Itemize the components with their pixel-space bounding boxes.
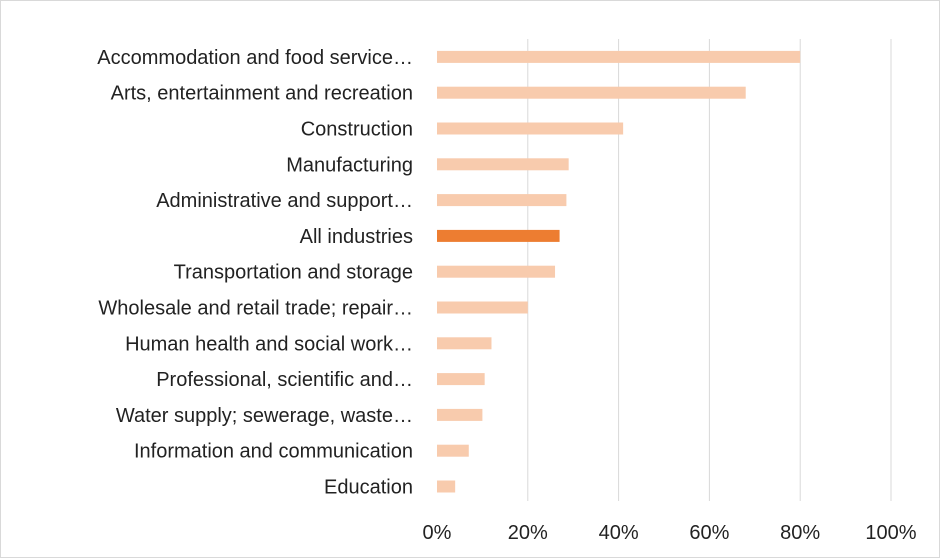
- x-axis-tick-labels: 0% 20% 40% 60% 80% 100%: [423, 522, 917, 544]
- bar-water-supply-sewerage-waste: [437, 408, 483, 421]
- bar-manufacturing: [437, 158, 569, 171]
- bar-accommodation-and-food-service: [437, 50, 801, 63]
- category-label-human-health-and-social-work: Human health and social work…: [125, 333, 413, 355]
- x-tick-label-20: 20%: [508, 522, 548, 544]
- category-labels: Accommodation and food service… Arts, ent…: [97, 47, 413, 499]
- bar-professional-scientific-and: [437, 373, 485, 386]
- gridlines: [527, 39, 892, 501]
- bar-administrative-and-support: [437, 194, 567, 207]
- category-label-transportation-and-storage: Transportation and storage: [174, 262, 413, 284]
- category-label-water-supply-sewerage-waste: Water supply; sewerage, waste…: [116, 405, 413, 427]
- bar-all-industries: [437, 229, 560, 242]
- category-label-arts-entertainment-and-recreation: Arts, entertainment and recreation: [111, 83, 413, 105]
- x-tick-label-0: 0%: [423, 522, 452, 544]
- category-label-construction: Construction: [301, 119, 413, 141]
- bar-construction: [437, 122, 624, 135]
- category-label-information-and-communication: Information and communication: [134, 441, 413, 463]
- bars: [437, 50, 801, 493]
- x-tick-label-60: 60%: [689, 522, 729, 544]
- bar-education: [437, 480, 456, 493]
- category-label-administrative-and-support: Administrative and support…: [156, 190, 413, 212]
- category-label-accommodation-and-food-service: Accommodation and food service…: [97, 47, 413, 69]
- x-tick-label-80: 80%: [780, 522, 820, 544]
- bar-human-health-and-social-work: [437, 337, 492, 350]
- category-label-professional-scientific-and: Professional, scientific and…: [156, 369, 413, 391]
- category-label-manufacturing: Manufacturing: [286, 154, 413, 176]
- category-label-all-industries: All industries: [300, 226, 413, 248]
- category-label-education: Education: [324, 477, 413, 499]
- bar-transportation-and-storage: [437, 265, 556, 278]
- category-label-wholesale-and-retail-trade-repair: Wholesale and retail trade; repair…: [98, 298, 413, 320]
- x-tick-label-100: 100%: [865, 522, 916, 544]
- bar-information-and-communication: [437, 444, 469, 457]
- x-tick-label-40: 40%: [599, 522, 639, 544]
- bar-arts-entertainment-and-recreation: [437, 86, 746, 99]
- bar-wholesale-and-retail-trade-repair: [437, 301, 528, 314]
